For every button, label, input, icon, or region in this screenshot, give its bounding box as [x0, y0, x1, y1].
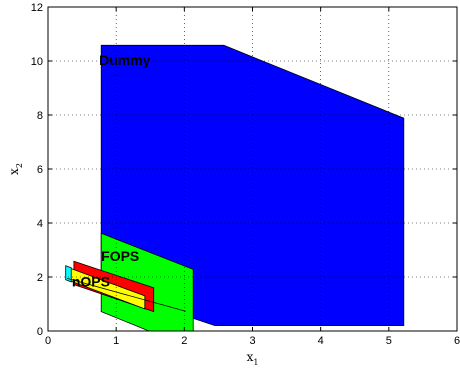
y-tick-label: 8 [37, 110, 43, 122]
x-axis-label: x1 [247, 350, 259, 367]
y-tick-label: 4 [37, 218, 43, 230]
region-nops [65, 265, 72, 283]
y-tick-label: 0 [37, 326, 43, 338]
x-tick-label: 5 [386, 335, 392, 347]
x-axis-label-base: x [247, 350, 254, 364]
x-tick-label: 1 [113, 335, 119, 347]
region-labels-layer: Dummy FOPS nOPS [72, 52, 151, 289]
x-tick-label: 4 [318, 335, 324, 347]
region-label-fops: FOPS [101, 248, 139, 264]
x-tick-label: 6 [454, 335, 460, 347]
y-axis-label-base: x [7, 168, 21, 175]
x-axis-label-sub: 1 [253, 358, 258, 367]
y-axis-label-sub: 2 [15, 163, 24, 168]
y-tick-label: 10 [31, 56, 43, 68]
y-tick-label: 6 [37, 164, 43, 176]
region-label-nops: nOPS [72, 273, 110, 289]
y-tick-label: 2 [37, 272, 43, 284]
x-tick-label: 2 [181, 335, 187, 347]
y-tick-label: 12 [31, 2, 43, 14]
region-label-dummy: Dummy [99, 52, 151, 68]
regions-layer [65, 44, 405, 332]
y-axis-label: x2 [7, 163, 24, 175]
x-tick-label: 0 [45, 335, 51, 347]
lines-layer [66, 278, 186, 312]
line-0 [66, 278, 186, 312]
grid-layer [48, 7, 457, 331]
x-tick-label: 3 [249, 335, 255, 347]
